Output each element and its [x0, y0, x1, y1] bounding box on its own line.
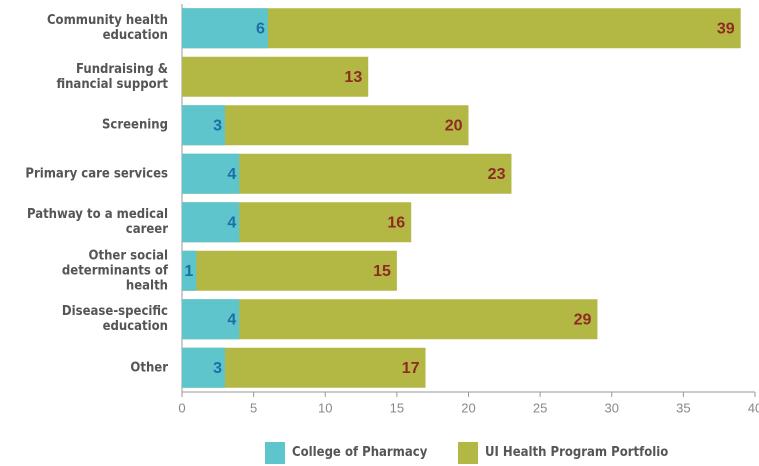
x-tick-label: 10 [318, 400, 332, 415]
x-tick-label: 25 [533, 400, 547, 415]
bar [182, 105, 225, 146]
category-label: Fundraising & financial support [56, 61, 168, 92]
x-tick-label: 35 [676, 400, 690, 415]
value-label: 13 [344, 69, 362, 86]
category-label: Screening [101, 117, 168, 133]
legend-swatch [458, 442, 478, 464]
x-tick-label: 30 [605, 400, 619, 415]
bar [182, 299, 598, 340]
x-tick-label: 40 [748, 400, 759, 415]
value-label: 23 [488, 166, 506, 183]
value-label: 1 [184, 263, 193, 280]
value-label: 17 [402, 360, 420, 377]
category-label: Community health education [46, 13, 168, 44]
value-label: 6 [256, 20, 265, 37]
value-label: 16 [387, 214, 405, 231]
value-label: 3 [213, 360, 222, 377]
value-label: 15 [373, 263, 391, 280]
legend-swatch [265, 442, 285, 464]
bar [182, 153, 240, 194]
legend-label: College of Pharmacy [292, 445, 428, 460]
bar [182, 105, 469, 146]
bar [182, 8, 268, 49]
x-tick-label: 20 [461, 400, 475, 415]
value-label: 20 [445, 117, 463, 134]
value-label: 39 [717, 20, 735, 37]
bar [182, 299, 240, 340]
bar [182, 202, 240, 243]
category-label: Pathway to a medical career [26, 207, 168, 238]
bar [182, 250, 197, 291]
x-tick-label: 5 [250, 400, 257, 415]
value-label: 4 [227, 166, 236, 183]
legend-label: UI Health Program Portfolio [485, 445, 669, 460]
bar [182, 56, 369, 97]
x-tick-label: 15 [390, 400, 404, 415]
category-label: Primary care services [25, 166, 168, 182]
bar [182, 250, 397, 291]
value-label: 4 [227, 214, 236, 231]
value-label: 4 [227, 311, 236, 328]
category-label: Other [130, 360, 168, 376]
category-label: Disease-specific education [61, 304, 168, 335]
value-label: 3 [213, 117, 222, 134]
category-label: Other social determinants of health [61, 248, 168, 294]
x-tick-label: 0 [178, 400, 185, 415]
bar [182, 347, 225, 388]
bar [182, 8, 741, 49]
value-label: 29 [574, 311, 592, 328]
